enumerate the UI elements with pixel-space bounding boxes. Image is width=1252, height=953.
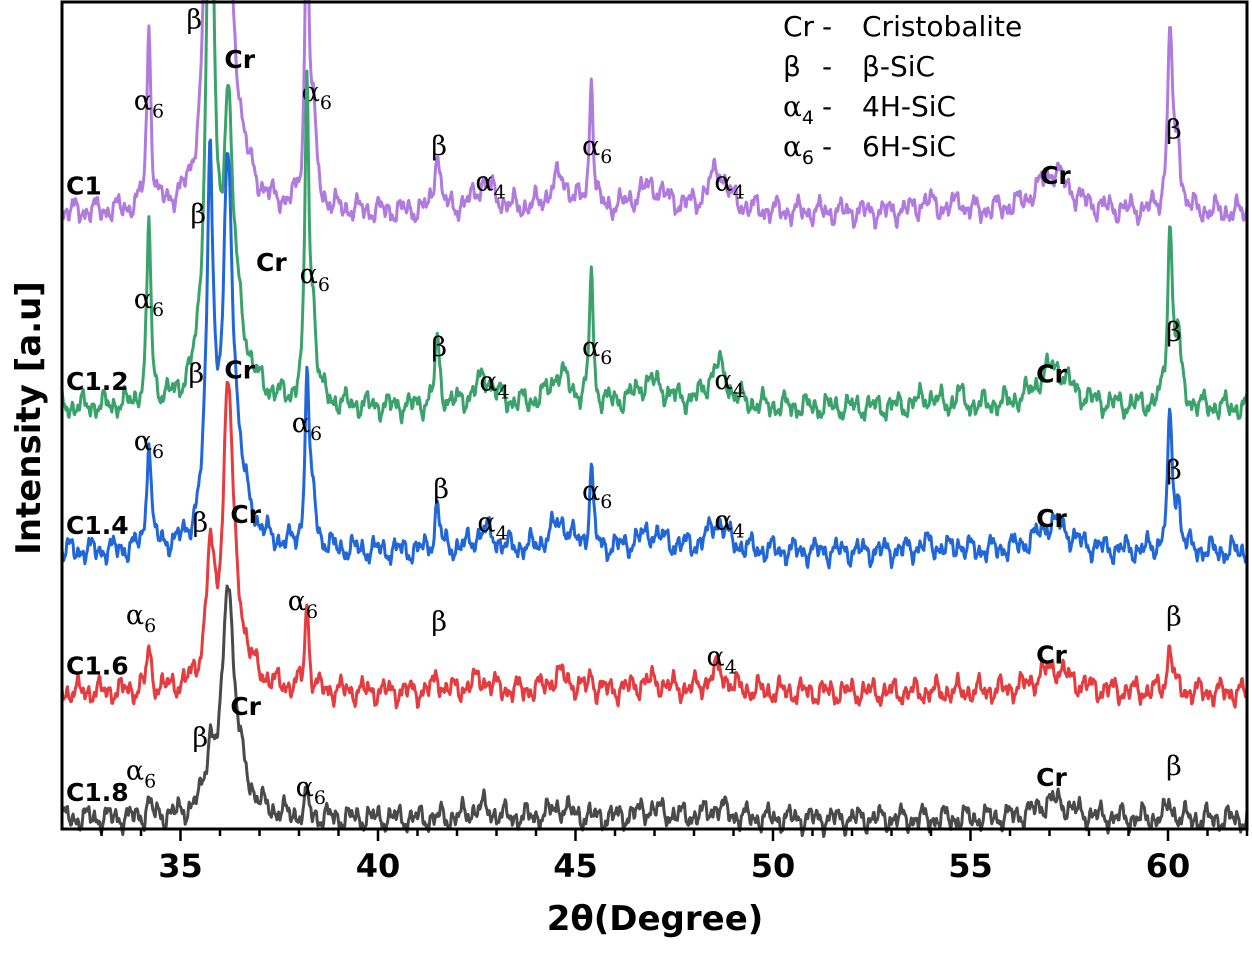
sample-label-C1-6: C1.6 — [66, 651, 129, 680]
peak-label-C1-8-3: α6 — [296, 772, 326, 809]
peak-label-C1-8-1: β — [192, 722, 208, 753]
peak-label-C1-7: α4 — [714, 167, 744, 204]
peak-label-C1-6: α6 — [582, 131, 612, 168]
legend-symbol: α6 — [783, 130, 814, 169]
peak-label-C1-6-4: β — [431, 607, 447, 638]
peak-label-C1-2-3: α6 — [300, 259, 330, 296]
peak-label-C1-8-4: Cr — [1036, 763, 1067, 792]
peak-label-C1-9: β — [1166, 114, 1182, 145]
sample-label-C1-8: C1.8 — [66, 778, 129, 807]
peak-label-C1-8-5: β — [1166, 751, 1182, 782]
peak-label-C1-4-3: α6 — [292, 408, 322, 445]
series-line-C1-6 — [60, 380, 1249, 710]
peak-label-C1-2-1: β — [190, 199, 206, 230]
x-tick-label: 40 — [356, 847, 401, 885]
legend-entry-label: Cristobalite — [862, 10, 1022, 43]
series-line-C1-8 — [61, 584, 1249, 838]
peak-label-C1-2-9: β — [1166, 317, 1182, 348]
legend-symbol: β — [783, 50, 801, 83]
legend-entry-label: 6H-SiC — [862, 130, 956, 163]
peak-label-C1-6-7: β — [1166, 602, 1182, 633]
peak-label-C1-8-2: Cr — [230, 692, 261, 721]
peak-label-C1-6-1: β — [192, 507, 208, 538]
peak-label-C1-2-5: α4 — [479, 367, 509, 404]
x-tick-label: 55 — [948, 847, 993, 885]
peak-label-C1-4-2: Cr — [224, 355, 255, 384]
legend-dash: - — [822, 90, 832, 123]
peak-label-C1-6-5: α4 — [706, 641, 736, 678]
peak-label-C1-4-4: β — [433, 474, 449, 505]
peak-label-C1-2-0: α6 — [134, 284, 164, 321]
legend-symbol: Cr — [783, 10, 815, 43]
legend-symbol: α4 — [783, 90, 814, 129]
sample-label-C1-4: C1.4 — [66, 511, 129, 540]
sample-label-C1: C1 — [66, 172, 102, 201]
legend-dash: - — [822, 10, 832, 43]
peak-label-C1-2-6: α6 — [582, 332, 612, 369]
legend-dash: - — [822, 130, 832, 163]
legend-entry-label: 4H-SiC — [862, 90, 956, 123]
x-tick-label: 50 — [751, 847, 796, 885]
peak-label-C1-6-0: α6 — [126, 600, 156, 637]
peak-label-C1-5: α4 — [475, 167, 505, 204]
peak-label-C1-8-0: α6 — [126, 755, 156, 792]
peak-label-C1-6-6: Cr — [1036, 641, 1067, 670]
sample-label-C1-2: C1.2 — [66, 367, 129, 396]
x-tick-label: 45 — [553, 847, 598, 885]
peak-label-C1-4-5: α4 — [477, 507, 507, 544]
x-axis-title: 2θ(Degree) — [547, 899, 764, 939]
series-line-C1-4 — [60, 138, 1249, 570]
peak-label-C1-2-7: α4 — [714, 365, 744, 402]
peak-label-C1-4-1: β — [188, 358, 204, 389]
series-line-C1-2 — [60, 0, 1249, 425]
peak-label-C1-8: Cr — [1040, 161, 1071, 190]
peak-label-C1-4: β — [431, 131, 447, 162]
peak-label-C1-2-8: Cr — [1036, 359, 1067, 388]
peak-label-C1-2-4: β — [431, 332, 447, 363]
peak-label-C1-2-2: Cr — [256, 248, 287, 277]
peak-label-C1-6-3: α6 — [288, 586, 318, 623]
peak-label-C1-6-2: Cr — [230, 500, 261, 529]
legend-dash: - — [822, 50, 832, 83]
series-line-C1 — [60, 0, 1249, 230]
peak-label-C1-4-7: α4 — [714, 506, 744, 543]
peak-label-C1-0: α6 — [134, 86, 164, 123]
x-tick-label: 35 — [158, 847, 203, 885]
peak-label-C1-1: β — [187, 4, 203, 35]
x-tick-label: 60 — [1146, 847, 1191, 885]
legend-entry-label: β-SiC — [862, 50, 935, 83]
peak-label-C1-4-8: Cr — [1036, 504, 1067, 533]
peak-label-C1-4-9: β — [1166, 455, 1182, 486]
peak-label-C1-4-6: α6 — [582, 476, 612, 513]
y-axis-title: Intensity [a.u] — [9, 281, 49, 555]
peak-label-C1-2: Cr — [224, 45, 255, 74]
peak-label-C1-4-0: α6 — [134, 426, 164, 463]
